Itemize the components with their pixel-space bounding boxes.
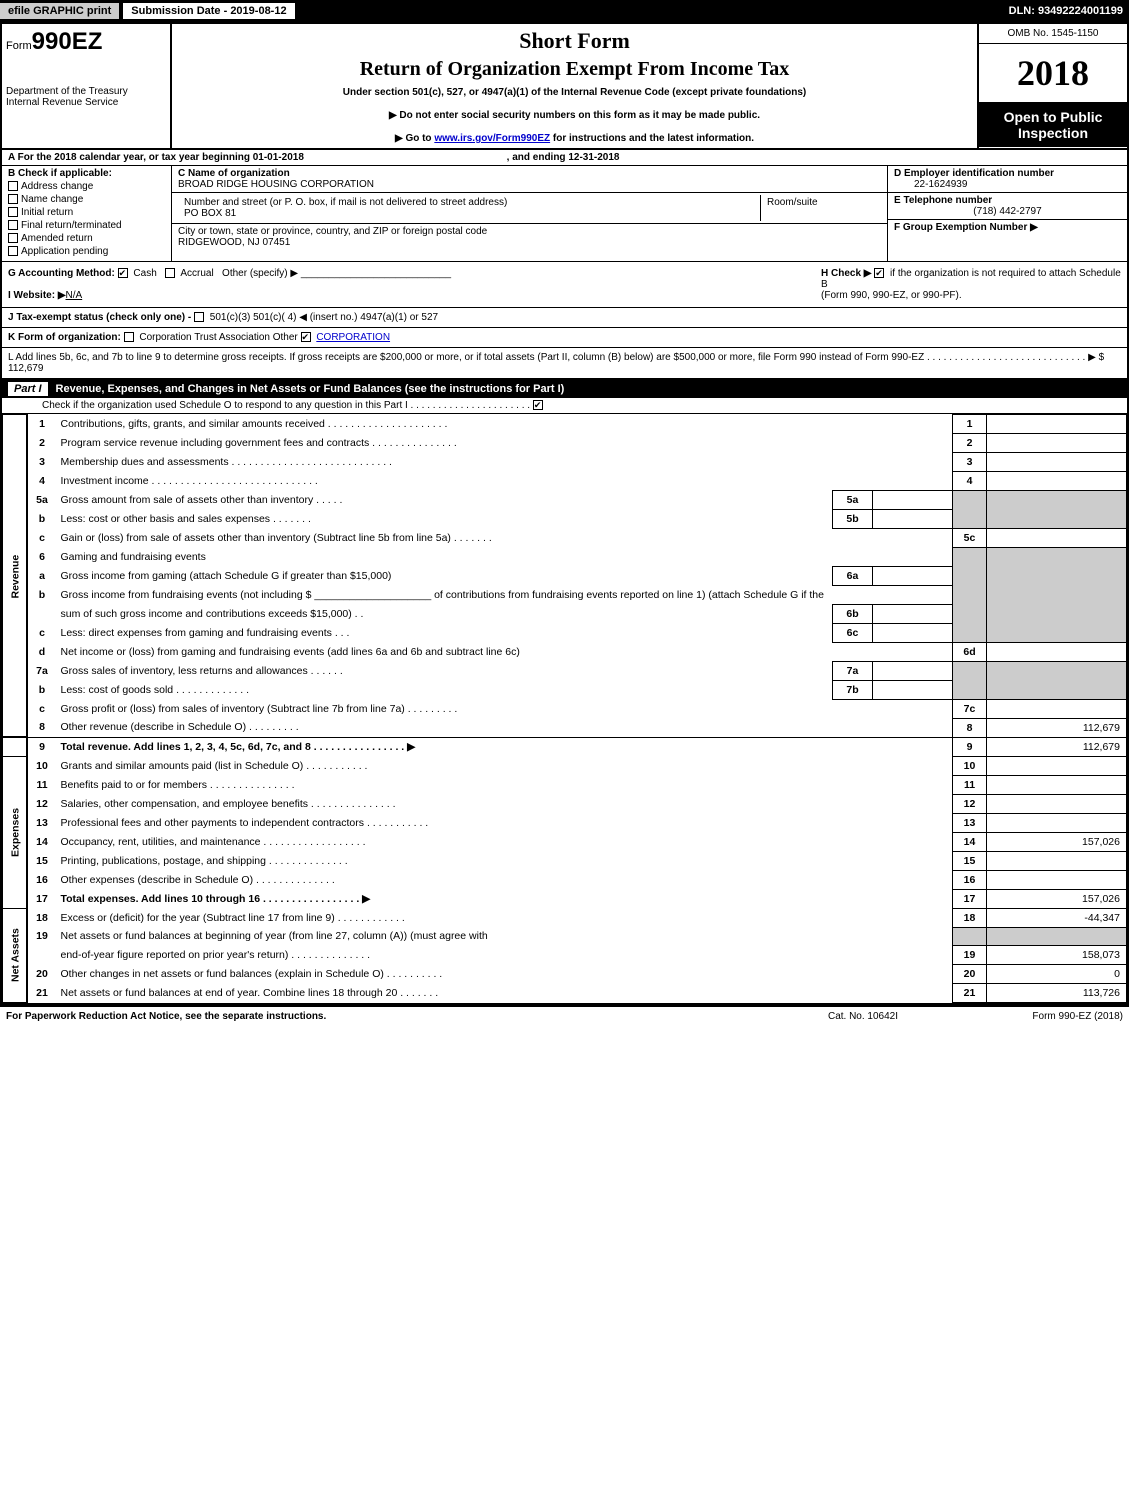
form-title: Return of Organization Exempt From Incom… [176,58,973,81]
header-center: Short Form Return of Organization Exempt… [172,24,977,148]
line9-value: 112,679 [987,737,1127,756]
line7c-value [987,699,1127,718]
form-label: Form [6,40,32,52]
tel-box: E Telephone number (718) 442-2797 [888,193,1127,220]
omb-no: OMB No. 1545-1150 [979,24,1127,44]
chk-application-pending[interactable]: Application pending [8,246,165,257]
addr-box: Number and street (or P. O. box, if mail… [172,193,887,224]
line6b-value [873,604,953,623]
line14-value: 157,026 [987,832,1127,851]
chk-final-return[interactable]: Final return/terminated [8,220,165,231]
row-a: A For the 2018 calendar year, or tax yea… [2,150,1127,166]
line7b-value [873,680,953,699]
line16-value [987,870,1127,889]
part1-subtext: Check if the organization used Schedule … [2,398,1127,414]
org-city: RIDGEWOOD, NJ 07451 [178,237,290,248]
dept-treasury: Department of the Treasury [6,86,166,97]
row-j: J Tax-exempt status (check only one) - 5… [2,308,1127,328]
part1-header: Part I Revenue, Expenses, and Changes in… [2,380,1127,398]
line21-value: 113,726 [987,983,1127,1002]
telephone: (718) 442-2797 [894,206,1121,217]
irs-link[interactable]: www.irs.gov/Form990EZ [434,133,550,144]
short-form-title: Short Form [176,28,973,54]
chk-accrual[interactable] [165,268,175,278]
line6d-value [987,642,1127,661]
h-check: H Check ▶ if the organization is not req… [821,268,1121,301]
irs-label: Internal Revenue Service [6,97,166,108]
part1-heading: Revenue, Expenses, and Changes in Net As… [56,383,565,395]
chk-name-change[interactable]: Name change [8,194,165,205]
line19-value: 158,073 [987,945,1127,964]
ein: 22-1624939 [914,179,967,190]
row-l: L Add lines 5b, 6c, and 7b to line 9 to … [2,348,1127,380]
footer: For Paperwork Reduction Act Notice, see … [0,1005,1129,1026]
line6c-value [873,623,953,642]
line1-value [987,415,1127,434]
chk-schedule-o[interactable] [533,400,543,410]
ssn-warning: ▶ Do not enter social security numbers o… [176,110,973,121]
form-number: 990EZ [32,28,103,55]
part1-label: Part I [8,382,48,396]
open-to-public: Open to Public Inspection [979,103,1127,147]
org-address: PO BOX 81 [184,208,236,219]
ein-box: D Employer identification number 22-1624… [888,166,1127,193]
netassets-label: Net Assets [3,908,27,1002]
header-right: OMB No. 1545-1150 2018 Open to Public In… [977,24,1127,148]
group-exemption: F Group Exemption Number ▶ [888,220,1127,235]
org-name: BROAD RIDGE HOUSING CORPORATION [178,179,374,190]
expenses-label: Expenses [3,756,27,908]
line5c-value [987,529,1127,548]
corporation-link[interactable]: CORPORATION [316,332,390,343]
chk-initial-return[interactable]: Initial return [8,207,165,218]
line15-value [987,851,1127,870]
form-header: Form990EZ Department of the Treasury Int… [2,24,1127,150]
header-left: Form990EZ Department of the Treasury Int… [2,24,172,148]
goto-note: ▶ Go to www.irs.gov/Form990EZ for instru… [176,133,973,144]
dln: DLN: 93492224001199 [1009,5,1129,17]
line10-value [987,756,1127,775]
line3-value [987,453,1127,472]
org-name-box: C Name of organization BROAD RIDGE HOUSI… [172,166,887,193]
topbar: efile GRAPHIC print Submission Date - 20… [0,0,1129,22]
section-b-to-f: B Check if applicable: Address change Na… [2,166,1127,262]
website: N/A [66,290,83,301]
line12-value [987,794,1127,813]
chk-cash[interactable] [118,268,128,278]
line5a-value [873,491,953,510]
line20-value: 0 [987,964,1127,983]
line6a-value [873,566,953,585]
chk-address-change[interactable]: Address change [8,181,165,192]
paperwork-notice: For Paperwork Reduction Act Notice, see … [6,1011,763,1022]
chk-amended-return[interactable]: Amended return [8,233,165,244]
line5b-value [873,510,953,529]
chk-h[interactable] [874,268,884,278]
line18-value: -44,347 [987,908,1127,927]
form-subtitle: Under section 501(c), 527, or 4947(a)(1)… [176,87,973,98]
line13-value [987,813,1127,832]
part1-table: Revenue 1 Contributions, gifts, grants, … [2,414,1127,1003]
line17-value: 157,026 [987,889,1127,908]
line7a-value [873,661,953,680]
city-box: City or town, state or province, country… [172,224,887,250]
line4-value [987,472,1127,491]
room-suite: Room/suite [761,195,881,221]
form-version: Form 990-EZ (2018) [963,1011,1123,1022]
tax-year: 2018 [979,44,1127,103]
cat-no: Cat. No. 10642I [763,1011,963,1022]
revenue-label: Revenue [3,415,27,738]
i-website-label: I Website: ▶ [8,290,66,301]
g-accounting: G Accounting Method: Cash Accrual Other … [8,268,821,301]
col-c: C Name of organization BROAD RIDGE HOUSI… [172,166,887,261]
form-990ez: Form990EZ Department of the Treasury Int… [0,22,1129,1005]
row-g-h: G Accounting Method: Cash Accrual Other … [2,262,1127,308]
submission-date: Submission Date - 2019-08-12 [123,3,294,19]
col-b-checkboxes: B Check if applicable: Address change Na… [2,166,172,261]
line8-value: 112,679 [987,718,1127,737]
row-k: K Form of organization: Corporation Trus… [2,328,1127,348]
line2-value [987,434,1127,453]
line11-value [987,775,1127,794]
col-d-e-f: D Employer identification number 22-1624… [887,166,1127,261]
efile-print-btn[interactable]: efile GRAPHIC print [0,3,119,19]
